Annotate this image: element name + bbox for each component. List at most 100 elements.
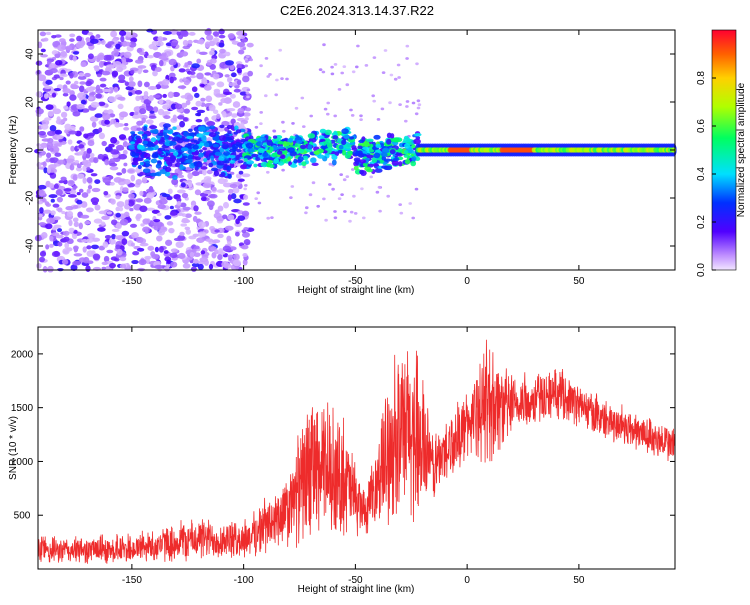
spectrogram-cell — [192, 233, 200, 237]
spectrogram-cell — [221, 120, 230, 127]
spectrogram-cell — [382, 161, 387, 166]
spectrogram-cell — [143, 125, 148, 132]
spectrogram-cell — [45, 104, 54, 111]
spectrogram-cell — [104, 234, 112, 240]
snr-x-ticks: -150 -100 -50 0 50 — [122, 327, 585, 586]
spectrogram-cell — [91, 237, 101, 242]
spectrogram-cell — [195, 100, 202, 107]
spectrogram-cell — [170, 248, 178, 253]
spectrogram-cell — [290, 185, 295, 188]
spectrogram-cell — [200, 250, 206, 255]
spectrogram-cell — [130, 37, 138, 43]
spectrogram-cell — [170, 261, 178, 268]
spectrogram-cell — [203, 259, 209, 266]
spectrogram-cell — [302, 165, 306, 169]
spectrogram-cell — [203, 79, 208, 85]
spectrogram-cell — [75, 41, 84, 49]
spectrogram-cell — [375, 190, 380, 194]
spectrogram-cell — [179, 157, 186, 163]
spectrogram-cell — [106, 249, 114, 254]
spectrogram-cell — [294, 142, 302, 148]
spectrogram-cell — [50, 210, 56, 216]
spectrogram-cell — [192, 215, 198, 222]
spectrogram-cell — [416, 99, 421, 103]
spectrogram-cell — [272, 138, 280, 142]
spectrogram-cell — [85, 87, 94, 92]
spectrogram-cell — [57, 44, 66, 52]
snr-x-tick-label: 50 — [573, 575, 585, 586]
spectrogram-cell — [169, 211, 178, 216]
spectrogram-x-tick-label: 50 — [573, 276, 585, 287]
spectrogram-cell — [227, 194, 232, 201]
spectrogram-cell — [79, 126, 85, 132]
spectrogram-cell — [86, 166, 91, 171]
spectrogram-cell — [69, 189, 77, 195]
spectrogram-cell — [72, 185, 78, 189]
spectrogram-cell — [214, 209, 220, 214]
spectrogram-cell — [196, 237, 205, 243]
colorbar-tick-label: 0.6 — [696, 119, 707, 133]
spectrogram-cell — [136, 247, 145, 252]
spectrogram-cell — [405, 105, 409, 108]
spectrogram-cell — [259, 122, 263, 125]
spectrogram-cell — [109, 158, 118, 162]
spectrogram-cell — [162, 93, 167, 98]
spectrogram-cell — [139, 51, 146, 56]
spectrogram-cell — [241, 38, 248, 43]
spectrogram-cell — [404, 119, 408, 123]
spectrogram-cell — [93, 157, 99, 164]
spectrogram-cell — [230, 193, 237, 200]
spectrogram-cell — [143, 197, 152, 204]
spectrogram-cell — [326, 142, 333, 148]
spectrogram-cell — [76, 163, 82, 169]
spectrogram-cell — [202, 168, 207, 176]
spectrogram-cell — [36, 143, 41, 147]
spectrogram-cell — [90, 101, 100, 108]
spectrogram-cell — [226, 108, 236, 112]
spectrogram-cell — [87, 53, 94, 60]
spectrogram-cell — [319, 141, 325, 146]
spectrogram-cell — [115, 144, 125, 151]
spectrogram-cell — [257, 201, 262, 205]
spectrogram-cell — [164, 166, 172, 173]
spectrogram-cell — [77, 75, 87, 80]
spectrogram-cell — [227, 214, 235, 221]
spectrogram-cell — [217, 254, 223, 261]
spectrogram-cell — [203, 157, 208, 163]
snr-x-label: Height of straight line (km) — [298, 584, 415, 595]
spectrogram-cell — [188, 181, 193, 188]
spectrogram-cell — [242, 202, 250, 206]
spectrogram-cell — [185, 159, 193, 164]
spectrogram-cell — [73, 221, 79, 228]
spectrogram-cell — [154, 66, 162, 73]
spectrogram-cell — [194, 245, 200, 250]
spectrogram-cell — [52, 227, 57, 231]
spectrogram-cell — [168, 72, 176, 78]
spectrogram-cell — [333, 216, 338, 220]
spectrogram-cell — [213, 170, 220, 177]
spectrogram-cell — [208, 132, 217, 138]
spectrogram-cell — [290, 163, 298, 168]
spectrogram-x-label: Height of straight line (km) — [298, 285, 415, 296]
spectrogram-cell — [158, 198, 168, 205]
spectrogram-cell — [116, 201, 125, 208]
spectrogram-cell — [351, 70, 356, 74]
spectrogram-cell — [249, 58, 253, 62]
spectrogram-cell — [170, 41, 178, 47]
snr-y-label: SNR (10 * v/v) — [8, 416, 19, 480]
spectrogram-cell — [353, 212, 358, 215]
spectrogram-cell — [326, 112, 330, 116]
spectrogram-cell — [251, 153, 259, 158]
spectrogram-cell — [240, 138, 247, 143]
spectrogram-cell — [255, 137, 263, 142]
spectrogram-cell — [64, 123, 72, 131]
spectrogram-cell — [177, 212, 184, 217]
spectrogram-cell — [43, 85, 52, 90]
spectrogram-cell — [241, 229, 247, 234]
spectrogram-cell — [278, 48, 283, 52]
spectrogram-cell — [223, 91, 233, 95]
spectrogram-cell — [175, 241, 184, 248]
spectrogram-cell — [124, 122, 129, 127]
spectrogram-cell — [231, 113, 238, 118]
spectrogram-cell — [171, 178, 179, 186]
